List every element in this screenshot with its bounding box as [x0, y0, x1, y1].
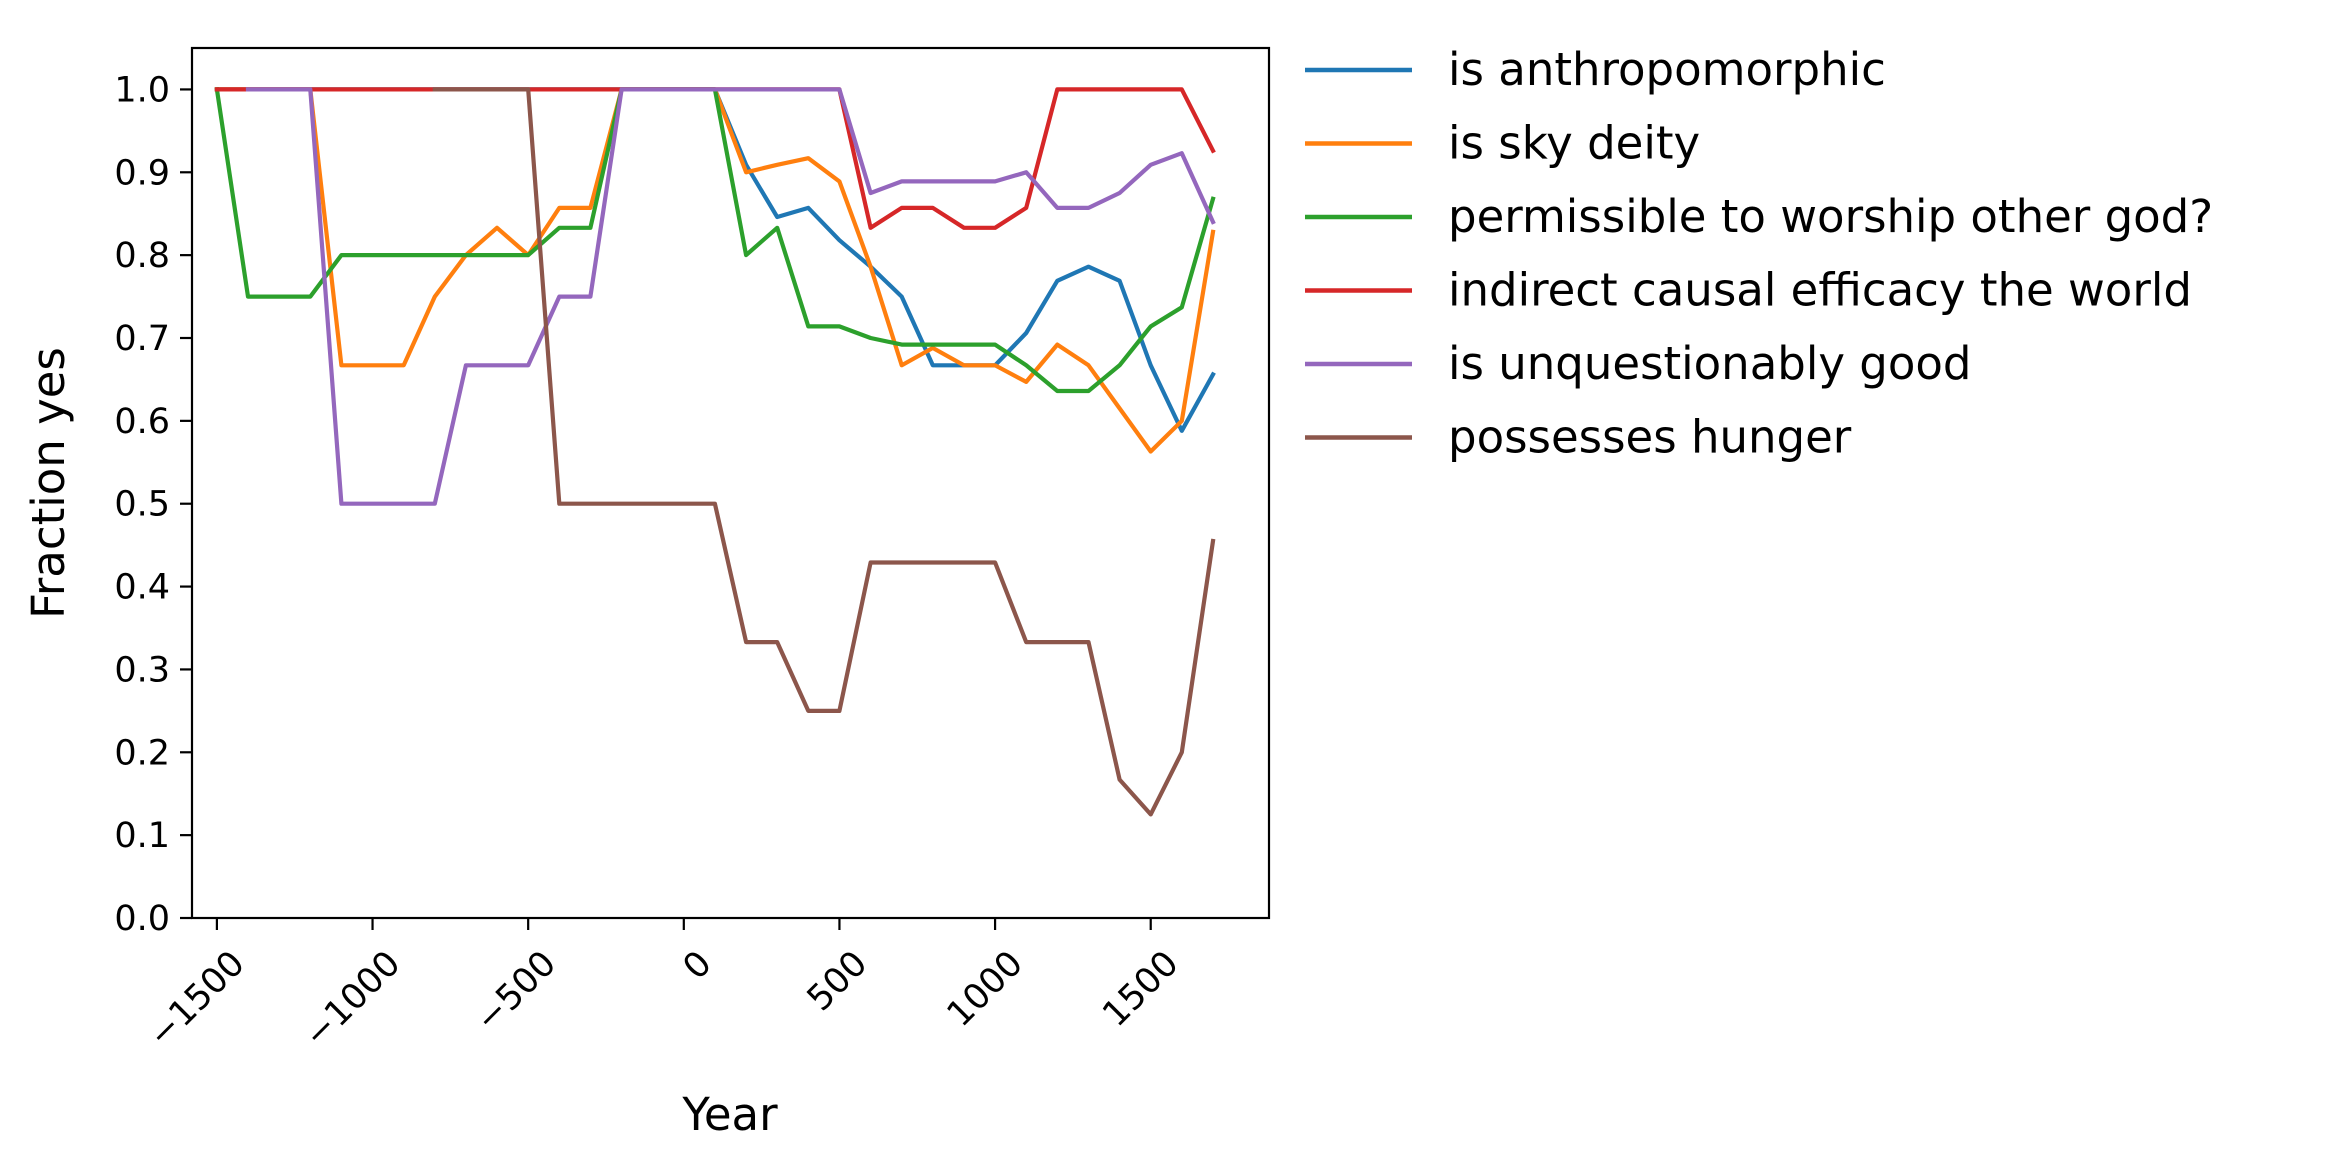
legend-label: is sky deity — [1448, 117, 1700, 170]
y-axis-ticks: 0.0 0.1 0.2 0.3 0.4 0.5 0.6 0.7 0.8 0.9 1.0 — [114, 70, 192, 939]
y-tick-label: 0.5 — [114, 485, 170, 525]
x-tick-label: −500 — [468, 944, 564, 1040]
x-axis-label: Year — [681, 1088, 778, 1141]
plot-area-frame — [190, 46, 1271, 920]
y-tick-label: 0.2 — [114, 733, 170, 773]
series-line-2 — [214, 87, 1216, 454]
legend-label: is anthropomorphic — [1448, 43, 1886, 96]
legend-label: indirect causal efficacy the world — [1448, 264, 2192, 317]
y-tick-label: 0.6 — [114, 402, 170, 442]
y-axis-label: Fraction yes — [22, 347, 75, 619]
series-line-1 — [214, 87, 1216, 433]
legend-label: permissible to worship other god? — [1448, 190, 2213, 243]
series-line-6 — [432, 87, 1216, 817]
series-line-5 — [245, 87, 1216, 506]
y-tick-label: 0.9 — [114, 153, 170, 193]
x-tick-label: 500 — [800, 944, 876, 1020]
y-tick-label: 0.1 — [114, 816, 170, 856]
x-tick-label: 0 — [676, 944, 720, 988]
series-layer — [214, 87, 1216, 817]
x-tick-label: 1500 — [1095, 944, 1186, 1035]
y-tick-label: 1.0 — [114, 70, 170, 110]
x-axis-ticks: −1500 −1000 −500 0 500 1000 1500 — [141, 918, 1187, 1056]
legend-label: possesses hunger — [1448, 411, 1852, 464]
legend-label: is unquestionably good — [1448, 337, 1971, 390]
y-tick-label: 0.3 — [114, 650, 170, 690]
x-tick-label: −1500 — [141, 944, 253, 1056]
legend: is anthropomorphic is sky deity permissibl… — [1305, 43, 2213, 464]
y-tick-label: 0.8 — [114, 236, 170, 276]
y-tick-label: 0.7 — [114, 319, 170, 359]
series-line-3 — [214, 87, 1216, 394]
x-tick-label: −1000 — [296, 944, 408, 1056]
x-tick-label: 1000 — [940, 944, 1031, 1035]
y-tick-label: 0.0 — [114, 899, 170, 939]
y-tick-label: 0.4 — [114, 568, 170, 608]
